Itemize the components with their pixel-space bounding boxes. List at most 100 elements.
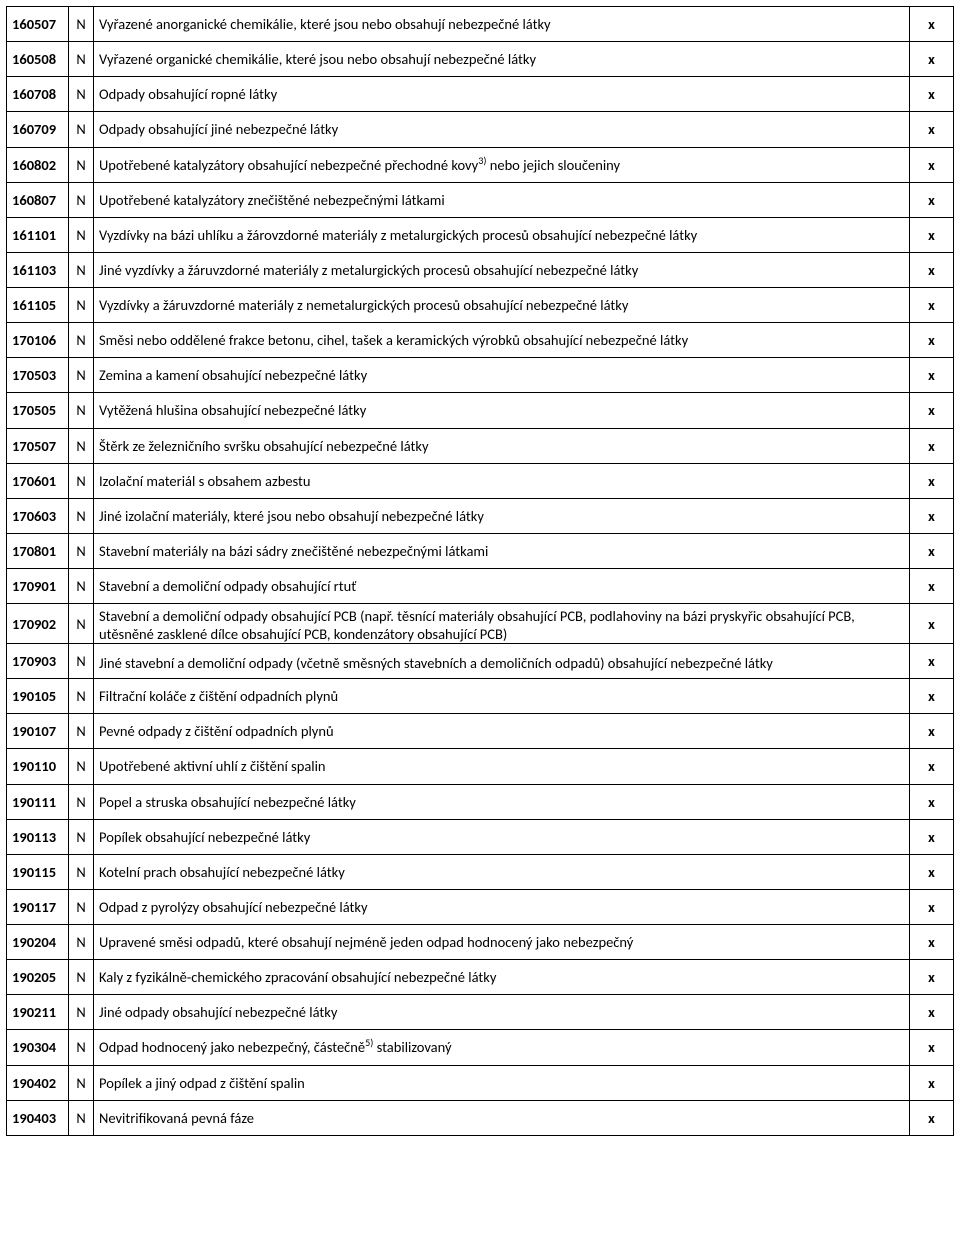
waste-description: Vyzdívky na bázi uhlíku a žárovzdorné ma… <box>94 217 910 252</box>
waste-code: 170902 <box>7 604 69 644</box>
waste-description: Kotelní prach obsahující nebezpečné látk… <box>94 854 910 889</box>
waste-category: N <box>69 288 94 323</box>
waste-category: N <box>69 784 94 819</box>
waste-category: N <box>69 995 94 1030</box>
waste-code: 190205 <box>7 960 69 995</box>
waste-code: 160802 <box>7 147 69 182</box>
mark-cell: x <box>910 784 954 819</box>
waste-code: 190113 <box>7 819 69 854</box>
waste-code: 170507 <box>7 428 69 463</box>
waste-codes-table: 160507NVyřazené anorganické chemikálie, … <box>6 6 954 1136</box>
mark-cell: x <box>910 960 954 995</box>
waste-category: N <box>69 569 94 604</box>
waste-description: Odpad hodnocený jako nebezpečný, částečn… <box>94 1030 910 1065</box>
table-row: 190111NPopel a struska obsahující nebezp… <box>7 784 954 819</box>
waste-category: N <box>69 393 94 428</box>
mark-cell: x <box>910 714 954 749</box>
waste-code: 190115 <box>7 854 69 889</box>
mark-cell: x <box>910 925 954 960</box>
table-row: 170801NStavební materiály na bázi sádry … <box>7 533 954 568</box>
table-row: 170901NStavební a demoliční odpady obsah… <box>7 569 954 604</box>
waste-description: Upotřebené katalyzátory znečištěné nebez… <box>94 182 910 217</box>
table-row: 161105NVyzdívky a žáruvzdorné materiály … <box>7 288 954 323</box>
waste-code: 170801 <box>7 533 69 568</box>
waste-description: Odpad z pyrolýzy obsahující nebezpečné l… <box>94 889 910 924</box>
table-row: 170601NIzolační materiál s obsahem azbes… <box>7 463 954 498</box>
mark-cell: x <box>910 604 954 644</box>
waste-code: 190403 <box>7 1100 69 1135</box>
waste-category: N <box>69 679 94 714</box>
waste-description: Vyřazené organické chemikálie, které jso… <box>94 42 910 77</box>
mark-cell: x <box>910 854 954 889</box>
waste-category: N <box>69 1100 94 1135</box>
mark-cell: x <box>910 7 954 42</box>
waste-description: Zemina a kamení obsahující nebezpečné lá… <box>94 358 910 393</box>
waste-description: Popílek obsahující nebezpečné látky <box>94 819 910 854</box>
waste-code: 161101 <box>7 217 69 252</box>
waste-category: N <box>69 147 94 182</box>
waste-code: 190107 <box>7 714 69 749</box>
waste-description: Směsi nebo oddělené frakce betonu, cihel… <box>94 323 910 358</box>
waste-category: N <box>69 889 94 924</box>
table-row: 170503NZemina a kamení obsahující nebezp… <box>7 358 954 393</box>
table-row: 190402NPopílek a jiný odpad z čištění sp… <box>7 1065 954 1100</box>
waste-code: 190304 <box>7 1030 69 1065</box>
waste-category: N <box>69 463 94 498</box>
mark-cell: x <box>910 42 954 77</box>
waste-description: Upotřebené aktivní uhlí z čištění spalin <box>94 749 910 784</box>
table-row: 190110NUpotřebené aktivní uhlí z čištění… <box>7 749 954 784</box>
table-row: 170507NŠtěrk ze železničního svršku obsa… <box>7 428 954 463</box>
mark-cell: x <box>910 679 954 714</box>
waste-category: N <box>69 77 94 112</box>
waste-description: Vyřazené anorganické chemikálie, které j… <box>94 7 910 42</box>
waste-code: 170505 <box>7 393 69 428</box>
waste-category: N <box>69 428 94 463</box>
table-row: 160708NOdpady obsahující ropné látkyx <box>7 77 954 112</box>
waste-category: N <box>69 498 94 533</box>
waste-description: Upravené směsi odpadů, které obsahují ne… <box>94 925 910 960</box>
waste-category: N <box>69 1065 94 1100</box>
waste-description: Stavební materiály na bázi sádry znečišt… <box>94 533 910 568</box>
table-row: 170903NJiné stavební a demoliční odpady … <box>7 644 954 679</box>
table-row: 190304NOdpad hodnocený jako nebezpečný, … <box>7 1030 954 1065</box>
table-row: 161101NVyzdívky na bázi uhlíku a žárovzd… <box>7 217 954 252</box>
mark-cell: x <box>910 749 954 784</box>
table-row: 190107NPevné odpady z čištění odpadních … <box>7 714 954 749</box>
mark-cell: x <box>910 147 954 182</box>
mark-cell: x <box>910 217 954 252</box>
waste-code: 160507 <box>7 7 69 42</box>
waste-category: N <box>69 112 94 147</box>
table-row: 160807NUpotřebené katalyzátory znečištěn… <box>7 182 954 217</box>
mark-cell: x <box>910 358 954 393</box>
waste-category: N <box>69 42 94 77</box>
table-row: 190105NFiltrační koláče z čištění odpadn… <box>7 679 954 714</box>
mark-cell: x <box>910 77 954 112</box>
waste-code: 160709 <box>7 112 69 147</box>
mark-cell: x <box>910 112 954 147</box>
waste-category: N <box>69 925 94 960</box>
waste-code: 190105 <box>7 679 69 714</box>
waste-description: Odpady obsahující ropné látky <box>94 77 910 112</box>
table-row: 170106NSměsi nebo oddělené frakce betonu… <box>7 323 954 358</box>
waste-code: 190111 <box>7 784 69 819</box>
waste-description: Izolační materiál s obsahem azbestu <box>94 463 910 498</box>
waste-description: Filtrační koláče z čištění odpadních ply… <box>94 679 910 714</box>
table-row: 190205NKaly z fyzikálně-chemického zprac… <box>7 960 954 995</box>
waste-description: Popel a struska obsahující nebezpečné lá… <box>94 784 910 819</box>
table-row: 190117NOdpad z pyrolýzy obsahující nebez… <box>7 889 954 924</box>
waste-description: Vytěžená hlušina obsahující nebezpečné l… <box>94 393 910 428</box>
waste-category: N <box>69 819 94 854</box>
waste-description: Kaly z fyzikálně-chemického zpracování o… <box>94 960 910 995</box>
waste-description: Vyzdívky a žáruvzdorné materiály z nemet… <box>94 288 910 323</box>
mark-cell: x <box>910 533 954 568</box>
waste-category: N <box>69 604 94 644</box>
mark-cell: x <box>910 889 954 924</box>
waste-category: N <box>69 7 94 42</box>
waste-description: Stavební a demoliční odpady obsahující P… <box>94 604 910 644</box>
waste-category: N <box>69 749 94 784</box>
mark-cell: x <box>910 323 954 358</box>
waste-category: N <box>69 854 94 889</box>
table-row: 170505NVytěžená hlušina obsahující nebez… <box>7 393 954 428</box>
waste-code: 161105 <box>7 288 69 323</box>
waste-description: Štěrk ze železničního svršku obsahující … <box>94 428 910 463</box>
